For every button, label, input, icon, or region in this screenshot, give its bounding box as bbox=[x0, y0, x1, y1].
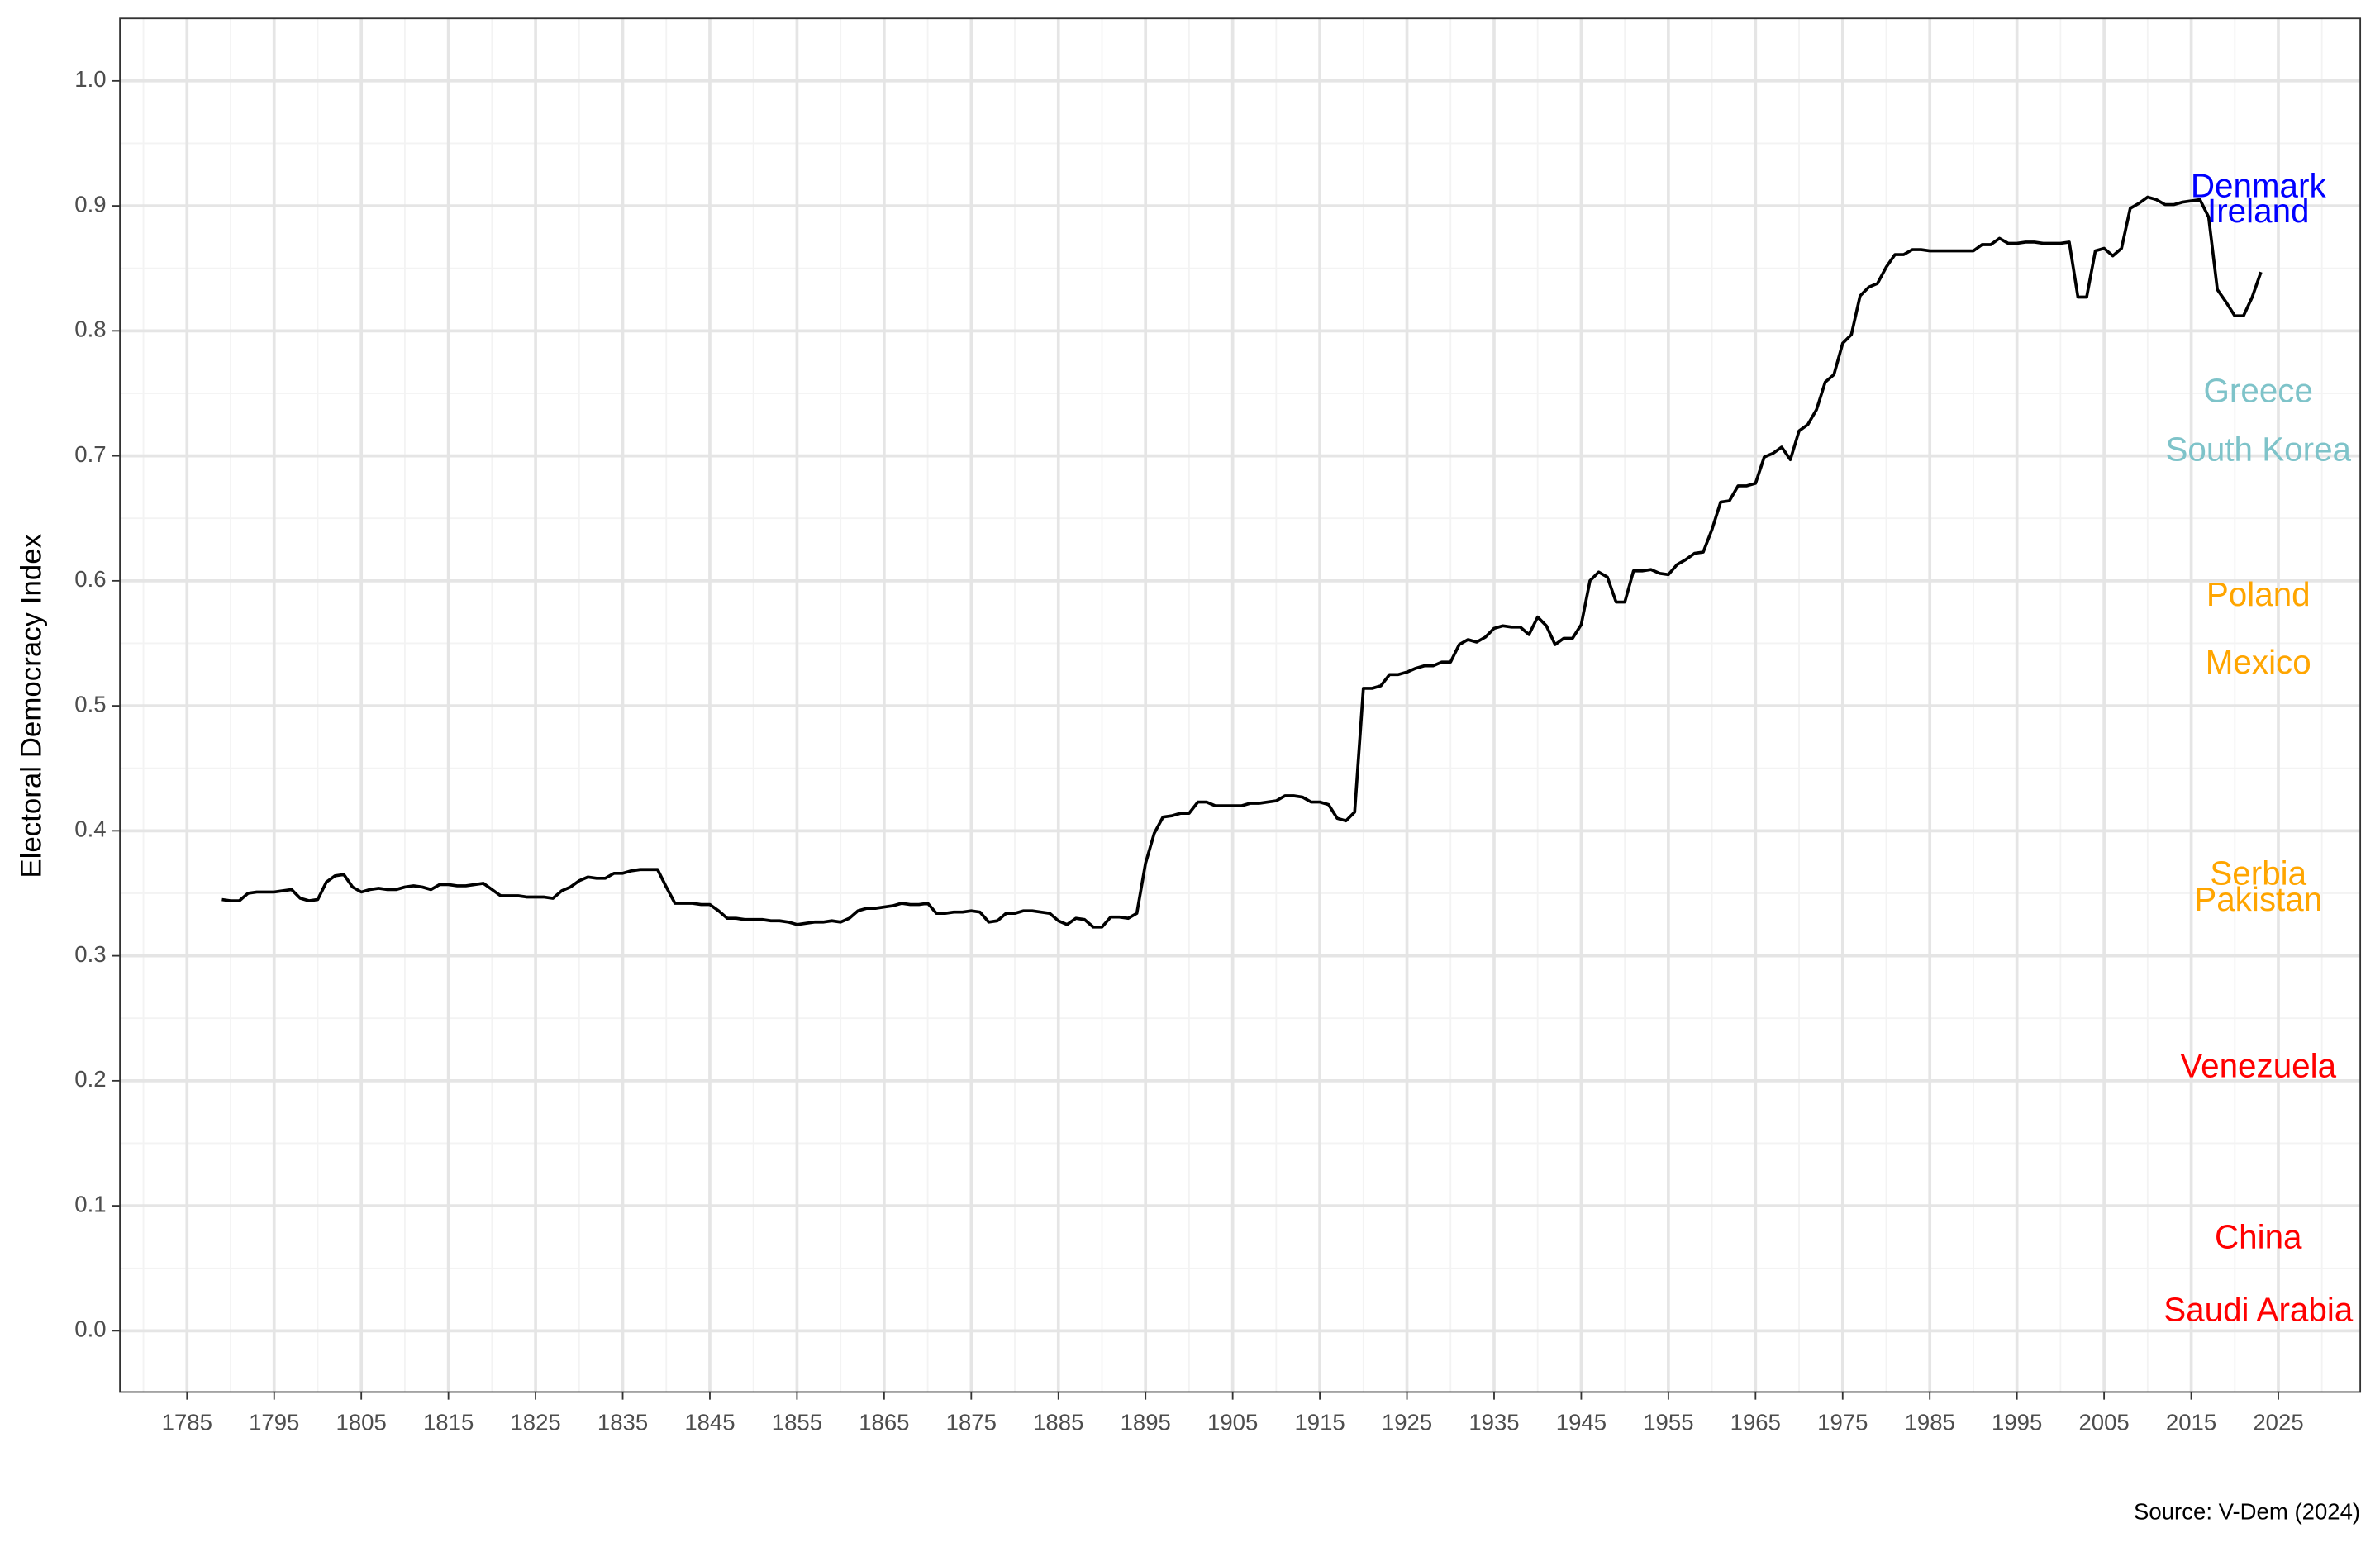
y-tick-label: 0.9 bbox=[74, 191, 106, 217]
x-tick-label: 2015 bbox=[2166, 1409, 2216, 1435]
x-tick-label: 1815 bbox=[423, 1409, 474, 1435]
x-tick-label: 1785 bbox=[162, 1409, 212, 1435]
y-tick-label: 0.2 bbox=[74, 1066, 106, 1092]
y-tick-label: 0.0 bbox=[74, 1316, 106, 1342]
x-tick-label: 1995 bbox=[1992, 1409, 2042, 1435]
x-tick-label: 1945 bbox=[1556, 1409, 1606, 1435]
x-tick-label: 1845 bbox=[684, 1409, 735, 1435]
x-tick-label: 1975 bbox=[1817, 1409, 1868, 1435]
country-label: Saudi Arabia bbox=[2163, 1290, 2354, 1328]
y-tick-label: 0.1 bbox=[74, 1191, 106, 1216]
y-tick-label: 0.6 bbox=[74, 566, 106, 592]
y-axis-title: Electoral Democracy Index bbox=[16, 533, 48, 878]
caption: Source: V-Dem (2024) bbox=[2134, 1499, 2360, 1525]
x-tick-label: 1865 bbox=[859, 1409, 909, 1435]
x-tick-label: 1955 bbox=[1643, 1409, 1693, 1435]
x-tick-label: 1855 bbox=[772, 1409, 822, 1435]
country-label: Pakistan bbox=[2194, 880, 2322, 918]
data-line bbox=[221, 195, 2263, 929]
country-label: Serbia bbox=[2210, 854, 2306, 892]
country-label: Ireland bbox=[2207, 192, 2310, 230]
x-tick-label: 1795 bbox=[249, 1409, 299, 1435]
x-tick-label: 1805 bbox=[336, 1409, 387, 1435]
x-tick-label: 1915 bbox=[1294, 1409, 1345, 1435]
x-tick-label: 1825 bbox=[510, 1409, 560, 1435]
x-tick-label: 1895 bbox=[1121, 1409, 1171, 1435]
y-tick-label: 0.8 bbox=[74, 317, 106, 342]
country-label: Venezuela bbox=[2180, 1046, 2336, 1084]
y-tick-label: 0.5 bbox=[74, 691, 106, 716]
x-tick-label: 1875 bbox=[946, 1409, 997, 1435]
country-label: China bbox=[2215, 1218, 2302, 1256]
y-tick-label: 0.3 bbox=[74, 941, 106, 967]
country-label: Mexico bbox=[2206, 643, 2311, 681]
x-tick-label: 1935 bbox=[1468, 1409, 1519, 1435]
x-tick-label: 1885 bbox=[1033, 1409, 1083, 1435]
country-label: South Korea bbox=[2165, 431, 2351, 469]
y-tick-label: 1.0 bbox=[74, 66, 106, 92]
y-tick-label: 0.4 bbox=[74, 816, 106, 842]
x-tick-label: 1965 bbox=[1730, 1409, 1781, 1435]
country-label: Greece bbox=[2204, 372, 2313, 410]
country-label: Poland bbox=[2206, 575, 2311, 613]
x-tick-label: 2025 bbox=[2253, 1409, 2303, 1435]
x-tick-label: 1835 bbox=[597, 1409, 648, 1435]
plot-border bbox=[119, 17, 2362, 1393]
x-tick-label: 1925 bbox=[1382, 1409, 1432, 1435]
y-tick-label: 0.7 bbox=[74, 441, 106, 467]
x-tick-label: 1985 bbox=[1905, 1409, 1955, 1435]
country-label: Denmark bbox=[2191, 167, 2327, 205]
x-tick-label: 2005 bbox=[2078, 1409, 2129, 1435]
x-tick-label: 1905 bbox=[1207, 1409, 1258, 1435]
